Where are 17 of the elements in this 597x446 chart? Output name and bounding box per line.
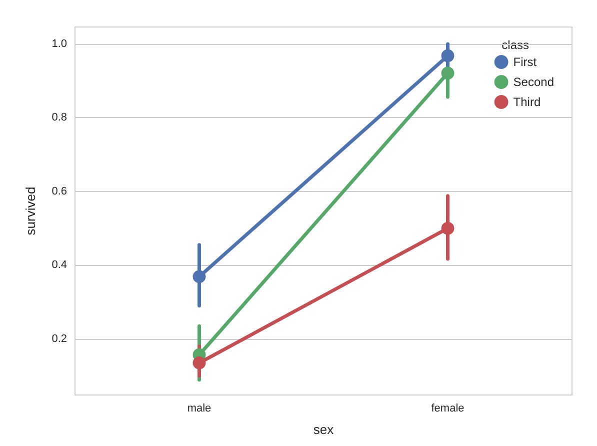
y-tick-label: 0.2: [52, 332, 67, 345]
x-tick-label: female: [431, 402, 464, 414]
point: [192, 270, 206, 284]
point: [441, 66, 454, 80]
legend-label: Second: [513, 75, 554, 89]
point: [441, 222, 454, 235]
y-tick-label: 0.8: [52, 112, 67, 124]
x-axis-title: sex: [313, 422, 334, 437]
legend-label: Third: [513, 95, 541, 109]
x-tick-label: male: [187, 402, 212, 414]
y-axis-title: survived: [23, 186, 38, 236]
y-tick-label: 0.6: [52, 185, 67, 198]
y-tick-label: 0.4: [52, 259, 67, 272]
y-tick-label: 1.0: [52, 38, 67, 50]
point: [441, 49, 454, 62]
legend-label: First: [513, 55, 538, 69]
point: [192, 356, 206, 370]
